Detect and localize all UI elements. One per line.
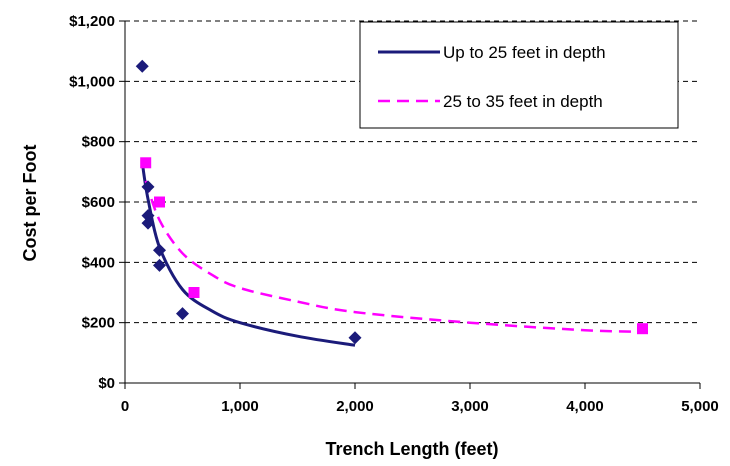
y-axis-ticks: $0 $200 $400 $600 $800 $1,000 $1,200 — [69, 13, 115, 392]
x-axis-title: Trench Length (feet) — [325, 439, 498, 459]
data-point-square — [154, 196, 165, 208]
x-axis-ticks: 0 1,000 2,000 3,000 4,000 5,000 — [121, 398, 719, 415]
data-point-diamond — [135, 59, 149, 73]
legend-label-25-to-35: 25 to 35 feet in depth — [443, 92, 603, 111]
x-tick-label: 0 — [121, 398, 129, 415]
y-tick-label: $0 — [98, 375, 115, 392]
x-tick-label: 2,000 — [336, 398, 374, 415]
data-point-diamond — [348, 331, 362, 345]
y-tick-label: $600 — [82, 194, 115, 211]
data-points — [135, 59, 648, 345]
y-tick-label: $800 — [82, 134, 115, 151]
legend-label-up-to-25: Up to 25 feet in depth — [443, 43, 606, 62]
data-point-diamond — [141, 180, 155, 194]
legend-box — [359, 21, 679, 129]
trendlines — [140, 162, 643, 347]
y-tick-label: $1,200 — [69, 13, 115, 30]
x-tick-label: 5,000 — [681, 398, 719, 415]
data-point-diamond — [141, 216, 155, 230]
data-point-square — [140, 157, 152, 169]
y-tick-label: $200 — [82, 315, 115, 332]
trendline-series-1 — [140, 162, 356, 347]
y-axis-title: Cost per Foot — [20, 145, 40, 262]
data-point-square — [188, 287, 200, 298]
legend: Up to 25 feet in depth 25 to 35 feet in … — [359, 21, 679, 129]
y-tick-label: $1,000 — [69, 73, 115, 90]
axes — [119, 20, 701, 389]
data-point-diamond — [153, 258, 166, 272]
x-tick-label: 1,000 — [221, 398, 259, 415]
x-tick-label: 4,000 — [566, 398, 604, 415]
y-tick-label: $400 — [82, 254, 115, 271]
x-tick-label: 3,000 — [451, 398, 489, 415]
data-point-square — [637, 323, 648, 335]
data-point-diamond — [141, 209, 155, 223]
trendline-series-2 — [144, 180, 643, 333]
data-point-diamond — [153, 243, 166, 257]
data-point-diamond — [176, 307, 189, 321]
